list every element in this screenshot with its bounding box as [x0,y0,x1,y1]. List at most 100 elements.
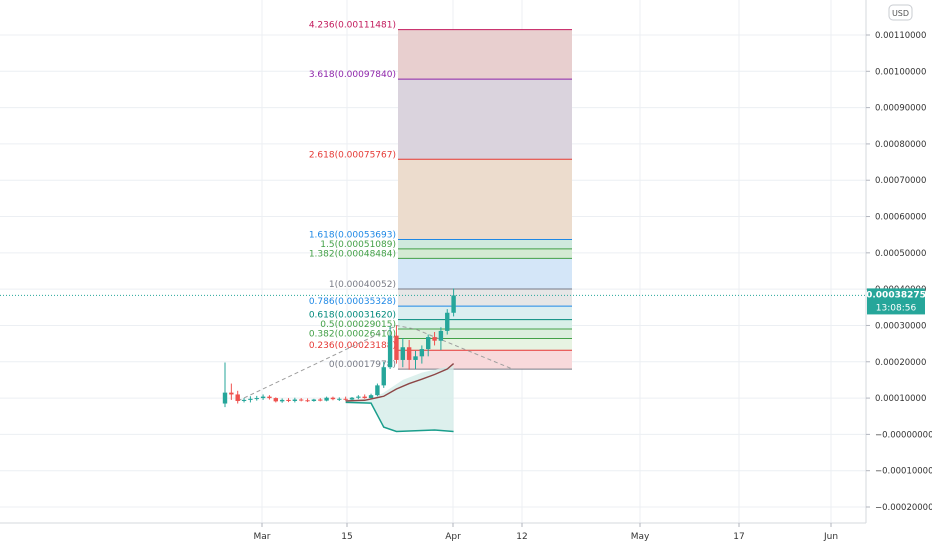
candle [438,327,444,351]
fib-zone [398,258,572,289]
y-tick-label: 0.00110000 [875,31,926,41]
currency-label: USD [892,9,909,18]
x-tick-label: Jun [823,532,838,542]
candle [356,395,361,400]
x-axis-ticks: Mar 15 Apr 12 May 17 Jun [254,523,838,542]
candle-body [273,398,278,402]
y-axis-ticks: 0.00110000 0.00100000 0.00090000 0.00080000… [866,31,932,513]
candle [311,398,317,402]
candle [337,397,342,401]
cloud-area [345,365,454,432]
candle [387,326,393,370]
candle-body [356,396,361,398]
fib-zone [398,350,572,370]
last-price-badge: 0.00038275 13:08:56 [866,288,926,315]
y-axis-panel[interactable] [866,0,932,523]
candle [279,398,285,403]
y-tick-label: 0.00090000 [875,104,926,114]
candle [267,395,272,400]
fib-level-label: 0.618(0.00031620) [309,311,396,321]
candle [400,338,405,368]
candle [305,398,310,403]
candle [375,383,380,397]
candle-body [260,396,266,399]
y-tick-label: 0.00060000 [875,213,926,223]
candle-body [413,356,418,360]
candle-body [235,394,240,401]
candle-body [324,397,329,401]
candle-body [362,396,367,399]
y-tick-label: 0.00050000 [875,249,926,259]
candle [362,394,367,399]
candle [445,309,450,335]
fib-zone [398,239,572,249]
candle-body [445,312,450,331]
candle-body [381,367,386,386]
candle [324,396,329,402]
x-tick-label: 15 [341,532,352,542]
y-tick-label: 0.00010000 [875,394,926,404]
trend-path[interactable] [237,324,511,402]
candle [426,334,431,357]
candle [260,394,266,400]
candle [419,345,425,364]
candle [229,383,234,400]
candle-body [400,347,405,360]
candle-body [305,400,310,402]
candle [273,397,278,403]
last-price-value: 0.00038275 [866,290,926,300]
y-tick-label: 0.00080000 [875,140,926,150]
candle-body [343,398,348,400]
currency-badge[interactable]: USD [888,4,913,21]
fib-zone [398,248,572,259]
fib-level-label: 0(0.00017978) [329,360,396,370]
candle-body [241,399,247,401]
candle-body [330,397,336,400]
cloud-lower-line [345,401,454,433]
candle-body [229,392,234,395]
fib-zone [398,29,572,80]
x-tick-label: 12 [516,532,527,542]
candle-body [375,385,380,396]
y-tick-label: 0.00020000 [875,358,926,368]
candle-body [368,395,374,399]
y-tick-label: −0.00020000 [875,503,932,513]
fib-level-label: 1(0.00040052) [329,280,396,290]
candle-body [222,392,228,404]
candles [222,288,456,408]
candle-body [438,330,444,341]
fib-level-label: 0.5(0.00029015) [320,320,396,330]
candle [349,396,355,401]
candle [318,398,323,402]
fib-zone [398,288,572,307]
candle-body [299,399,304,401]
candle-body [286,399,291,401]
x-tick-label: Apr [445,532,461,542]
x-tick-label: May [631,532,650,542]
candle-body [387,335,393,368]
fib-zone [398,338,572,351]
candle-body [337,398,342,400]
candle-body [419,349,425,357]
candle-body [432,337,437,341]
candle [222,362,228,408]
candle [299,398,304,402]
fib-zone [398,159,572,240]
candle [248,396,253,403]
x-tick-label: 17 [733,532,744,542]
candle [381,361,386,388]
candle [451,288,456,317]
y-tick-label: 0.00070000 [875,176,926,186]
ma-line [345,363,455,402]
fib-level-label: 0.786(0.00035328) [309,297,396,307]
trend-lines [237,324,511,402]
fib-zone [398,306,572,320]
x-axis-panel[interactable] [0,523,932,550]
fib-level-label: 1.382(0.00048484) [309,249,396,259]
fib-levels [398,29,572,370]
y-tick-label: 0.00100000 [875,67,926,77]
candle [286,398,291,403]
candle [343,396,348,401]
